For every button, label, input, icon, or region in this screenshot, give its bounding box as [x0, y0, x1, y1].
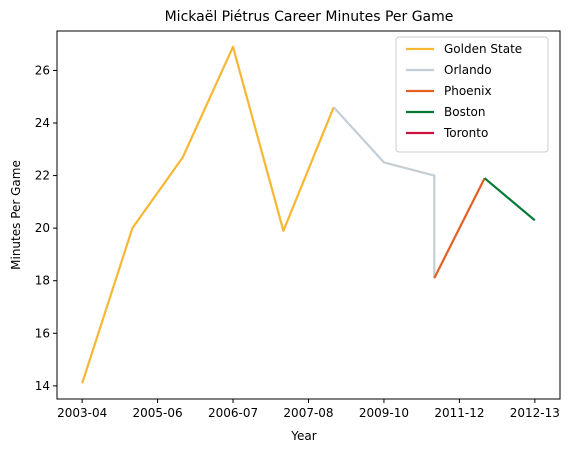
y-tick-label: 20	[35, 221, 50, 235]
series-line-0	[81, 45, 335, 384]
legend-label: Phoenix	[444, 84, 492, 98]
legend-label: Orlando	[444, 63, 492, 77]
chart-title: Mickaël Piétrus Career Minutes Per Game	[165, 9, 454, 25]
series-line-1	[332, 106, 436, 279]
x-tick-label: 2009-10	[359, 406, 409, 420]
ticks-layer: 2003-04 2005-06 2006-07 2007-08 2009-10 2011-…	[35, 63, 560, 420]
series-line-2	[433, 177, 486, 279]
series-line-3	[483, 177, 536, 222]
legend: Golden State Orlando Phoenix Boston Toronto	[395, 36, 549, 153]
legend-label: Golden State	[444, 42, 522, 56]
legend-label: Boston	[444, 105, 485, 119]
legend-box	[395, 36, 549, 153]
x-tick-label: 2007-08	[283, 406, 333, 420]
series-layer	[81, 45, 536, 384]
x-axis-label: Year	[290, 429, 316, 443]
y-tick-label: 26	[35, 63, 50, 77]
x-tick-label: 2006-07	[208, 406, 258, 420]
y-tick-label: 16	[35, 326, 50, 340]
x-tick-label: 2012-13	[510, 406, 560, 420]
y-tick-label: 22	[35, 169, 50, 183]
x-tick-label: 2005-06	[133, 406, 183, 420]
y-tick-label: 18	[35, 274, 50, 288]
y-axis-label: Minutes Per Game	[9, 160, 23, 270]
x-tick-label: 2003-04	[57, 406, 107, 420]
legend-label: Toronto	[443, 126, 488, 140]
y-tick-label: 14	[35, 379, 50, 393]
y-tick-label: 24	[35, 116, 50, 130]
plot-frame	[56, 30, 561, 400]
x-tick-label: 2011-12	[434, 406, 484, 420]
